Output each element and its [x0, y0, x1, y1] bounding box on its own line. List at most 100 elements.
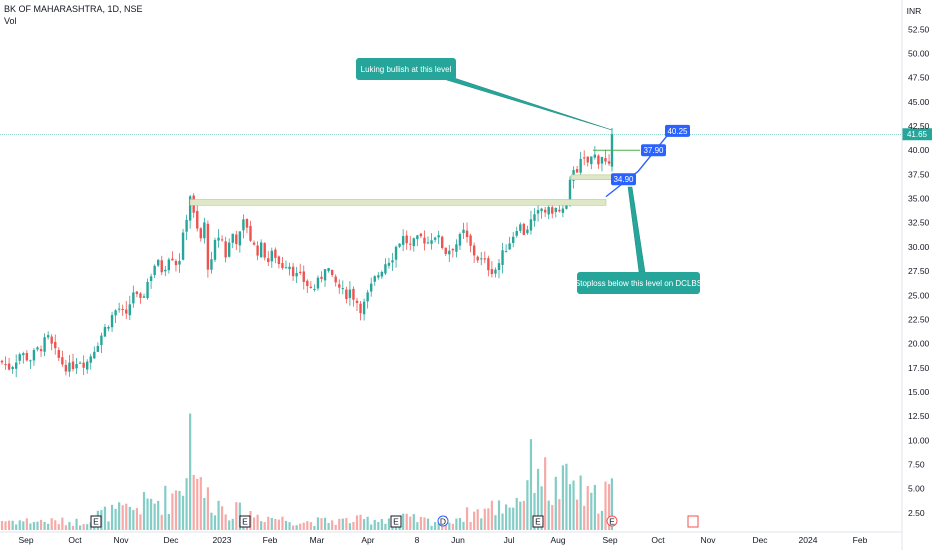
volume-bar [416, 522, 419, 530]
volume-bar [455, 518, 458, 530]
y-tick-label: 10.00 [908, 435, 930, 445]
candle-body [302, 271, 305, 282]
candle-body [529, 219, 533, 231]
volume-bar [71, 525, 75, 530]
x-tick-label: Oct [651, 535, 665, 545]
candle-body [7, 363, 11, 370]
volume-bar [22, 521, 25, 530]
candle-body [334, 276, 337, 283]
volume-bar [494, 515, 497, 530]
event-marker [90, 515, 102, 528]
volume-bar [544, 457, 547, 530]
candle-body [15, 362, 18, 369]
volume-bar [384, 523, 387, 530]
candle-body [526, 229, 529, 234]
volume-bar [327, 523, 330, 530]
candle-body [224, 241, 227, 258]
candle-body [458, 234, 462, 246]
candle-body [259, 242, 263, 258]
candle-body [366, 292, 369, 302]
volume-bar [86, 524, 89, 530]
candle-body [36, 347, 39, 350]
candle-body [146, 281, 149, 299]
volume-bar [363, 519, 366, 530]
x-tick-label: Dec [752, 535, 768, 545]
volume-bar [547, 500, 550, 530]
volume-bar [331, 520, 334, 530]
candle-body [284, 267, 288, 269]
candle-body [270, 250, 273, 262]
candle-body [4, 364, 7, 366]
x-tick-label: Oct [68, 535, 82, 545]
candle-body [149, 276, 153, 282]
candle-body [132, 292, 135, 304]
candle-body [391, 260, 394, 263]
candle-body [373, 276, 376, 282]
candle-body [61, 357, 64, 365]
volume-bar [139, 514, 142, 530]
candle-body [11, 367, 14, 370]
candle-body [476, 256, 479, 261]
volume-bar [313, 525, 316, 530]
volume-bar [597, 513, 600, 530]
volume-bar [284, 520, 288, 530]
candle-body [320, 276, 323, 279]
candle-body [32, 350, 36, 361]
candle-body [508, 243, 511, 250]
projection-path [605, 134, 669, 198]
volume-bar [473, 511, 476, 530]
volume-bar [4, 521, 7, 530]
volume-bar [426, 518, 430, 530]
volume-bar [47, 523, 50, 530]
volume-bar [135, 508, 138, 530]
candle-body [178, 260, 181, 265]
volume-bar [277, 519, 280, 530]
candle-body [504, 251, 508, 253]
volume-bar [448, 522, 451, 530]
volume-bar [178, 490, 181, 530]
candle-body [497, 263, 501, 270]
event-marker-label: E [609, 517, 615, 527]
volume-bar [153, 503, 156, 530]
event-marker-label: E [242, 517, 248, 527]
volume-bar [366, 516, 369, 530]
event-marker-label: E [93, 517, 99, 527]
candle-body [125, 309, 128, 314]
candle-body [345, 289, 348, 299]
candle-body [46, 335, 50, 338]
candle-body [231, 233, 234, 243]
volume-bar [522, 500, 525, 530]
candle-body [181, 232, 185, 260]
candle-body [448, 250, 451, 255]
event-marker-label: D [440, 517, 446, 527]
candle-body [29, 360, 32, 362]
candle-body [398, 243, 401, 247]
candle-body [437, 235, 440, 238]
candle-body [433, 237, 437, 240]
volume-bar [217, 500, 220, 530]
candle-body [139, 293, 142, 298]
volume-bar [174, 490, 178, 530]
candle-body [196, 210, 199, 229]
candle-body [323, 269, 327, 281]
volume-bar [423, 517, 426, 530]
volume-bar [323, 517, 327, 530]
volume-bar [79, 525, 82, 530]
volume-bar [501, 513, 504, 530]
volume-bar [64, 525, 67, 530]
candle-body [267, 258, 270, 263]
volume-bar [554, 476, 557, 530]
candle-body [583, 157, 586, 159]
volume-bar [586, 486, 589, 530]
candle-body [462, 229, 465, 234]
y-tick-label: 42.50 [908, 121, 930, 131]
volume-bar [497, 500, 501, 530]
volume-bar [128, 506, 131, 530]
volume-bar [302, 522, 305, 530]
last-price-badge [902, 128, 932, 141]
y-tick-label: 27.50 [908, 266, 930, 276]
candle-body [68, 362, 71, 372]
candle-body [210, 259, 213, 270]
volume-layer [0, 413, 613, 530]
